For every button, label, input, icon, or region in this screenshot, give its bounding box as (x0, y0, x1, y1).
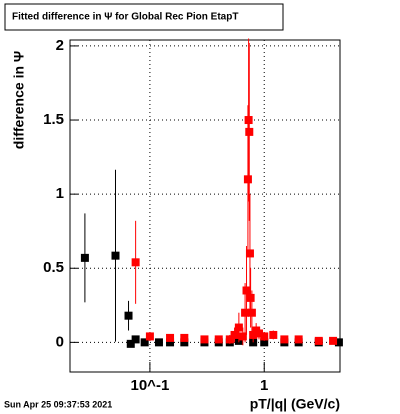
chart-title: Fitted difference in Ψ for Global Rec Pi… (12, 12, 238, 23)
frame (69, 39, 341, 373)
point (80, 253, 89, 262)
point (124, 311, 133, 320)
point (166, 338, 175, 347)
y-tick-label: 2 (56, 37, 64, 54)
point (131, 335, 140, 344)
point (255, 329, 264, 338)
point (249, 330, 258, 339)
point (260, 332, 269, 341)
point (166, 333, 175, 342)
title-box (4, 3, 284, 31)
point (230, 330, 239, 339)
point (314, 336, 323, 345)
footer: Sun Apr 25 09:37:53 2021 (4, 399, 112, 409)
point (180, 338, 189, 347)
point (245, 249, 254, 258)
point (145, 332, 154, 341)
point (140, 338, 149, 347)
point (225, 335, 234, 344)
point (234, 323, 243, 332)
point (111, 251, 120, 260)
point (269, 330, 278, 339)
point (245, 127, 254, 136)
point (260, 338, 269, 347)
y-tick-label: 1.5 (43, 111, 64, 128)
point (244, 116, 253, 125)
y-axis-label: difference in Ψ (11, 51, 27, 149)
point (246, 293, 255, 302)
point (214, 335, 223, 344)
point (200, 335, 209, 344)
point (334, 338, 343, 347)
point (241, 308, 250, 317)
y-tick-label: 0 (56, 333, 64, 350)
point (294, 335, 303, 344)
x-tick-label: 1 (260, 377, 268, 394)
point (154, 338, 163, 347)
x-tick-label: 10^-1 (131, 377, 170, 394)
point (180, 333, 189, 342)
point (126, 339, 135, 348)
point (243, 175, 252, 184)
point (131, 258, 140, 267)
y-tick-label: 1 (56, 185, 64, 202)
point (242, 286, 251, 295)
point (329, 336, 338, 345)
y-tick-label: 0.5 (43, 259, 64, 276)
point (238, 332, 247, 341)
x-axis-label: pT/|q| (GeV/c) (250, 396, 340, 412)
point (280, 335, 289, 344)
point (247, 308, 256, 317)
